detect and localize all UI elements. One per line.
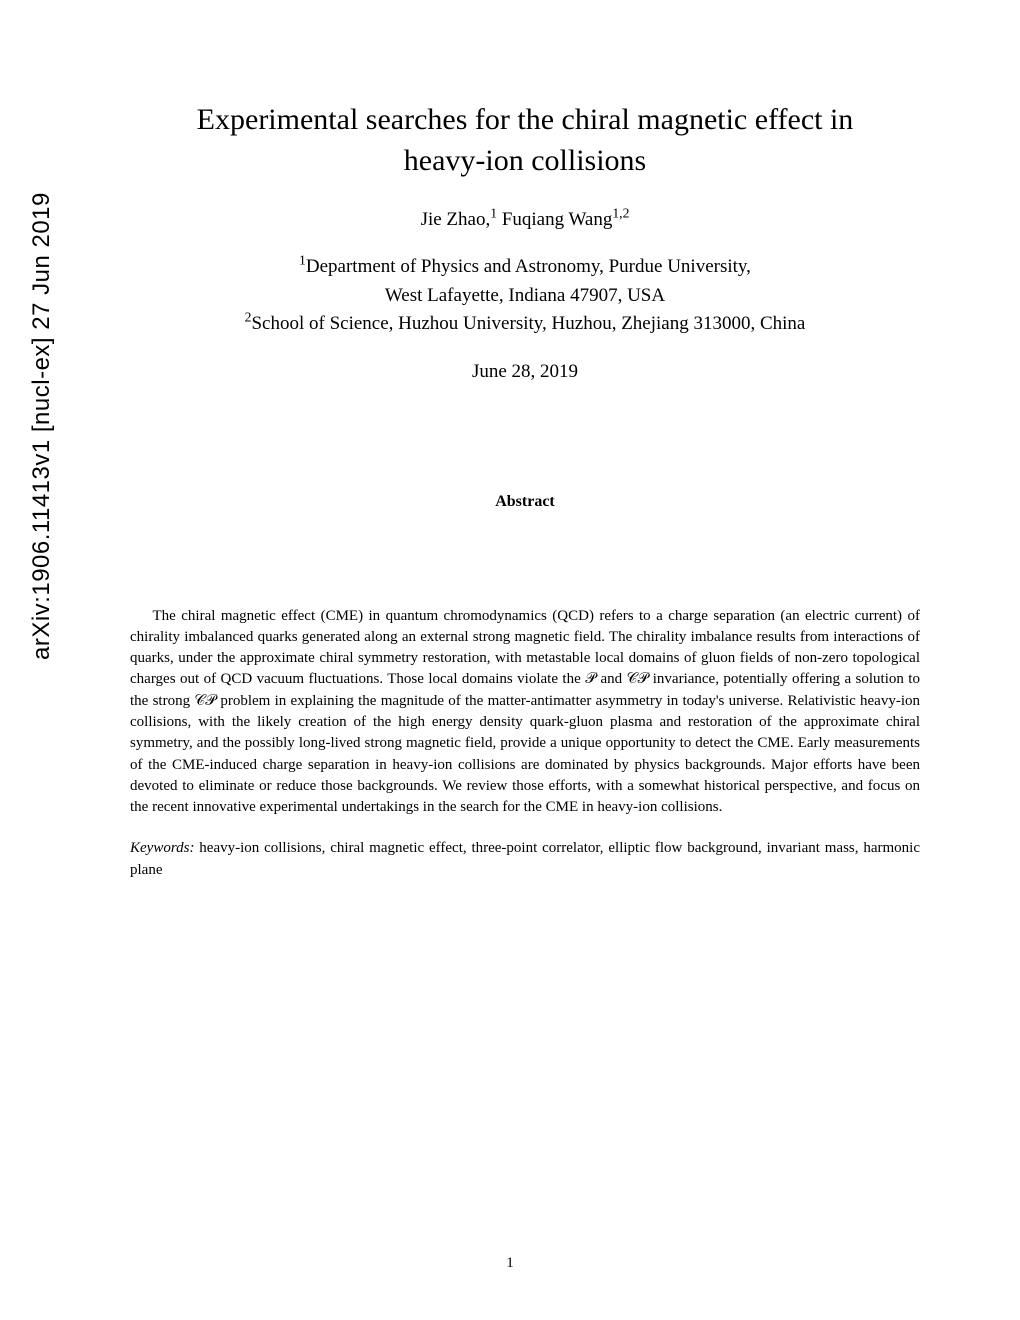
keywords: Keywords: heavy-ion collisions, chiral m… bbox=[130, 838, 920, 881]
affiliation-1: 1Department of Physics and Astronomy, Pu… bbox=[130, 253, 920, 282]
affiliation-2: 2School of Science, Huzhou University, H… bbox=[130, 310, 920, 339]
authors: Jie Zhao,1 Fuqiang Wang1,2 bbox=[130, 209, 920, 231]
affiliations: 1Department of Physics and Astronomy, Pu… bbox=[130, 253, 920, 339]
affiliation-1-line2: West Lafayette, Indiana 47907, USA bbox=[130, 282, 920, 311]
paper-title: Experimental searches for the chiral mag… bbox=[130, 100, 920, 181]
keywords-label: Keywords: bbox=[130, 840, 194, 856]
abstract-heading: Abstract bbox=[130, 493, 920, 511]
keywords-text: heavy-ion collisions, chiral magnetic ef… bbox=[130, 840, 920, 877]
date: June 28, 2019 bbox=[130, 361, 920, 383]
title-line-2: heavy-ion collisions bbox=[404, 144, 646, 177]
abstract-body: The chiral magnetic effect (CME) in quan… bbox=[130, 606, 920, 819]
page-content: Experimental searches for the chiral mag… bbox=[0, 0, 1020, 1320]
page-number: 1 bbox=[0, 1255, 1020, 1272]
title-line-1: Experimental searches for the chiral mag… bbox=[197, 103, 854, 136]
